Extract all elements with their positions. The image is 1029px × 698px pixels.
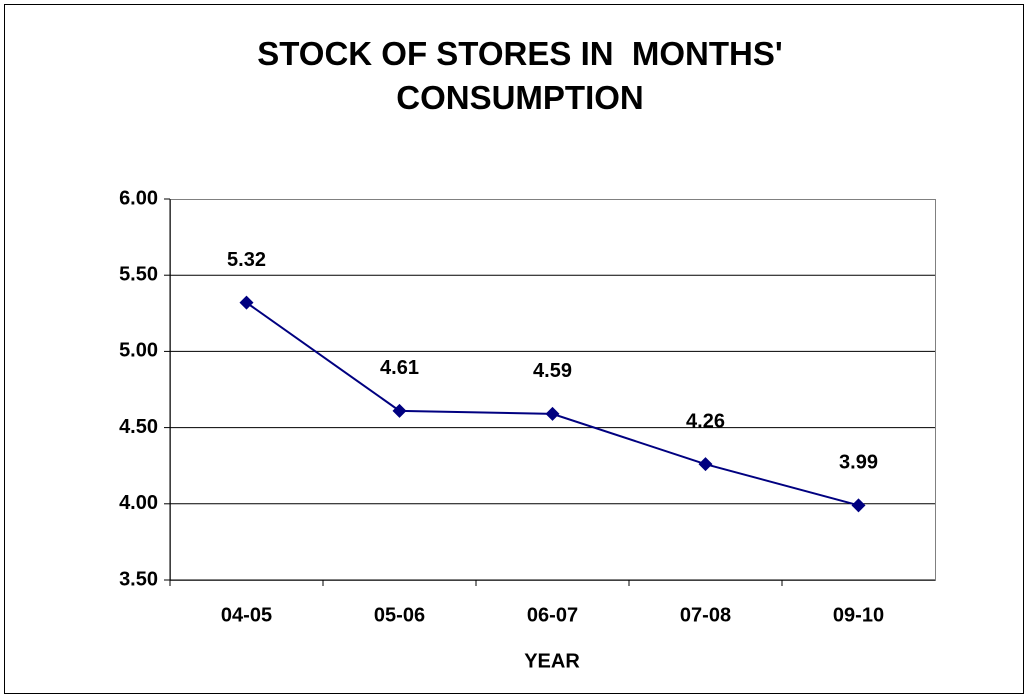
marker xyxy=(239,295,254,310)
x-tick-label: 09-10 xyxy=(833,604,884,626)
x-tick-label: 04-05 xyxy=(221,604,272,626)
marker xyxy=(851,498,866,513)
y-tick-label: 5.50 xyxy=(119,263,158,285)
y-tick-label: 4.50 xyxy=(119,416,158,438)
data-label: 4.26 xyxy=(686,410,725,432)
y-tick-label: 3.50 xyxy=(119,568,158,590)
y-axis-label: NO. OF MONTHS xyxy=(58,304,80,465)
marker xyxy=(698,457,713,472)
data-label: 3.99 xyxy=(839,452,878,474)
chart-border xyxy=(4,4,1024,694)
data-label: 5.32 xyxy=(227,249,266,271)
x-tick-label: 05-06 xyxy=(374,604,425,626)
x-axis-label: YEAR xyxy=(524,650,580,672)
marker xyxy=(545,406,560,421)
line xyxy=(245,301,859,507)
y-tick-label: 4.00 xyxy=(119,492,158,514)
marker xyxy=(392,403,407,418)
data-label: 4.59 xyxy=(533,360,572,382)
y-tick-label: 6.00 xyxy=(119,187,158,209)
chart-title: STOCK OF STORES IN MONTHS' CONSUMPTION xyxy=(257,35,792,116)
x-tick-label: 06-07 xyxy=(527,604,578,626)
plot-border xyxy=(170,199,936,581)
y-tick-label: 5.00 xyxy=(119,340,158,362)
data-label: 4.61 xyxy=(380,357,419,379)
x-tick-label: 07-08 xyxy=(680,604,731,626)
